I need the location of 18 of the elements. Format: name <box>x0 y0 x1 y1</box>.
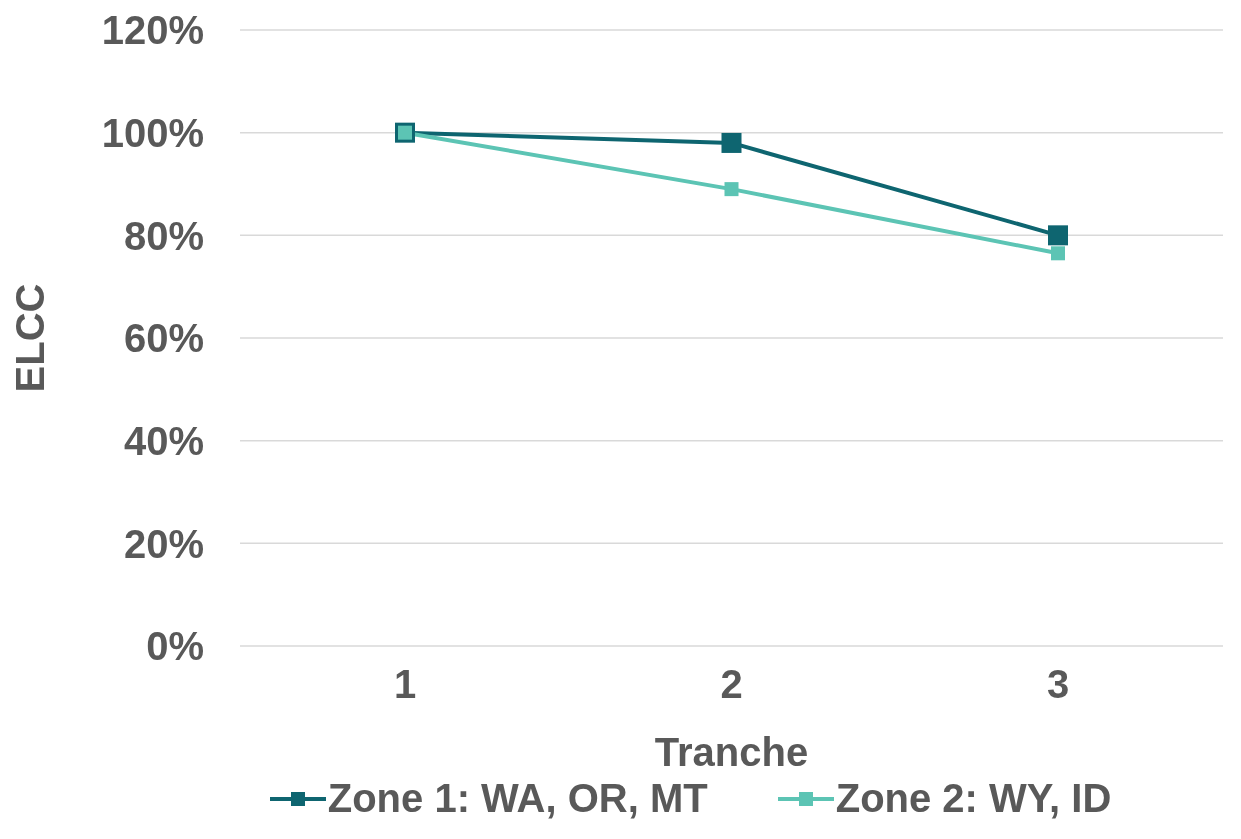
point <box>721 132 742 153</box>
point <box>1048 225 1068 246</box>
x-tick-label: 2 <box>720 662 743 707</box>
point <box>724 182 739 197</box>
legend-label: Zone 2: WY, ID <box>835 776 1112 821</box>
x-axis-title: Tranche <box>654 730 809 774</box>
y-tick-label: 0% <box>146 624 204 669</box>
legend-label: Zone 1: WA, OR, MT <box>327 776 708 821</box>
y-tick-label: 80% <box>123 213 204 258</box>
y-tick-label: 120% <box>101 8 204 53</box>
y-tick-label: 100% <box>101 110 204 155</box>
x-tick-label: 3 <box>1046 662 1070 707</box>
x-tick-label: 1 <box>393 662 417 707</box>
y-tick-label: 60% <box>123 316 204 361</box>
y-axis-title: ELCC <box>8 283 53 393</box>
point <box>1051 246 1065 261</box>
y-tick-label: 40% <box>123 418 204 463</box>
y-tick-label: 20% <box>123 521 204 566</box>
